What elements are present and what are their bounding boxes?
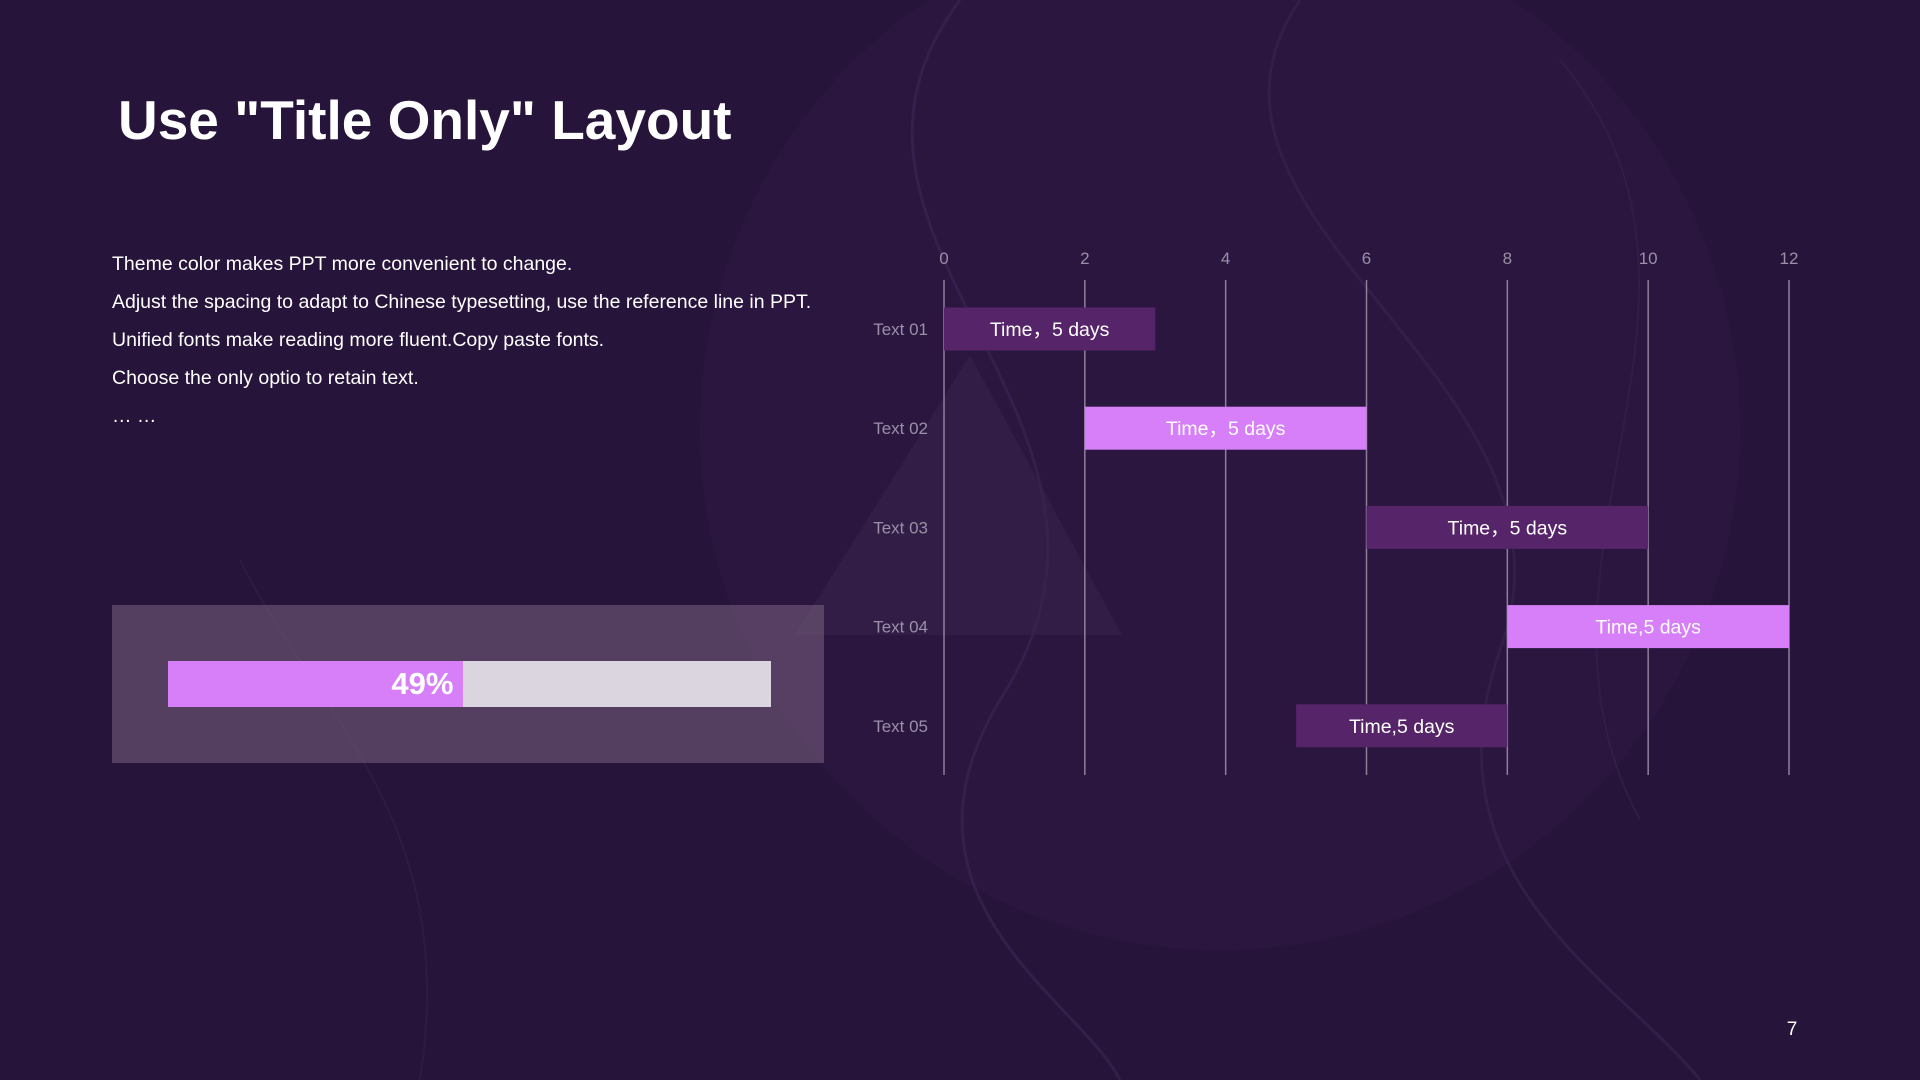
gantt-bar [1296, 704, 1508, 748]
body-line-3: Unified fonts make reading more fluent.C… [112, 329, 605, 351]
gantt-bar-label: Time，5 days [1448, 517, 1568, 539]
row-label: Text 03 [873, 518, 928, 537]
body-line-4: Choose the only optio to retain text. [112, 367, 419, 389]
x-tick-label: 8 [1503, 249, 1512, 268]
gantt-bar-label: Time，5 days [990, 319, 1110, 341]
page-number: 7 [1786, 1019, 1798, 1040]
x-tick-label: 0 [939, 249, 948, 268]
progress-fill: 49% [168, 661, 464, 707]
row-label: Text 02 [873, 419, 928, 438]
gantt-bar [1507, 605, 1789, 649]
gantt-bar [944, 307, 1156, 351]
body-line-5: … … [112, 405, 157, 427]
x-tick-label: 6 [1362, 249, 1371, 268]
progress-track: 49% [168, 661, 771, 707]
page-title: Use "Title Only" Layout [118, 89, 732, 151]
progress-label: 49% [391, 666, 454, 701]
body-text: Theme color makes PPT more convenient to… [112, 245, 812, 435]
row-label: Text 04 [873, 618, 928, 637]
x-tick-label: 12 [1780, 249, 1799, 268]
gantt-bar-label: Time,5 days [1349, 716, 1455, 738]
progress-panel: 49% [112, 605, 824, 763]
gantt-bar [1084, 406, 1367, 450]
body-line-1: Theme color makes PPT more convenient to… [112, 253, 573, 275]
body-line-2: Adjust the spacing to adapt to Chinese t… [112, 291, 812, 313]
row-label: Text 01 [873, 320, 928, 339]
x-tick-label: 4 [1221, 249, 1230, 268]
x-tick-label: 10 [1639, 249, 1658, 268]
gantt-bar-label: Time,5 days [1595, 617, 1701, 639]
gantt-bar-label: Time，5 days [1166, 418, 1286, 440]
x-tick-label: 2 [1080, 249, 1089, 268]
gantt-bar [1366, 505, 1649, 549]
row-label: Text 05 [873, 717, 928, 736]
